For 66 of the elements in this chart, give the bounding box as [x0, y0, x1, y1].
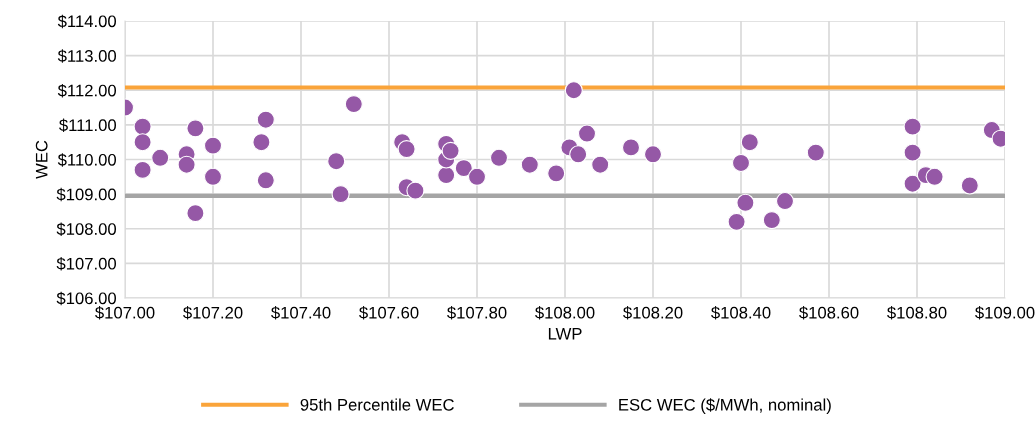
- x-tick-label: $108.40: [711, 306, 771, 320]
- point: [256, 171, 275, 190]
- point: [925, 167, 944, 186]
- point: [762, 211, 781, 230]
- point: [740, 133, 759, 152]
- point: [731, 153, 751, 173]
- x-tick-label: $108.00: [535, 306, 595, 320]
- x-tick-label: $108.80: [887, 306, 947, 320]
- x-tick-label: $107.80: [447, 306, 507, 320]
- point: [203, 136, 223, 155]
- point: [252, 133, 271, 152]
- point: [903, 117, 922, 136]
- y-tick-label: $114.00: [57, 14, 117, 29]
- point: [727, 212, 746, 231]
- x-tick-label: $107.00: [95, 306, 155, 320]
- point: [186, 204, 205, 223]
- point: [806, 143, 825, 162]
- y-tick-label: $109.00: [56, 187, 117, 202]
- point: [327, 152, 346, 171]
- point: [133, 133, 152, 152]
- point: [564, 81, 583, 100]
- point: [186, 119, 205, 138]
- point: [177, 155, 196, 174]
- point: [547, 164, 566, 183]
- x-tick-label: $108.20: [623, 306, 683, 320]
- point: [591, 155, 610, 174]
- y-tick-label: $113.00: [57, 49, 117, 63]
- x-tick-label: $107.60: [359, 306, 419, 320]
- y-tick-label: $107.00: [56, 257, 117, 271]
- x-tick-label: $108.60: [799, 306, 859, 320]
- point: [643, 145, 663, 164]
- point: [903, 143, 922, 162]
- legend-label: ESC WEC ($/MWh, nominal): [619, 398, 831, 414]
- point: [133, 117, 152, 136]
- x-tick-label: $107.40: [271, 306, 331, 320]
- y-tick-label: $112.00: [57, 83, 117, 98]
- legend-label: 95th Percentile WEC: [300, 398, 454, 411]
- point: [903, 174, 922, 193]
- y-tick-label: $110.00: [57, 153, 117, 167]
- point: [133, 160, 152, 179]
- x-axis-title: LWP: [548, 328, 582, 340]
- point: [437, 166, 456, 185]
- y-tick-label: $111.00: [59, 118, 117, 133]
- point: [736, 193, 755, 212]
- point: [397, 140, 416, 159]
- point: [256, 110, 275, 129]
- y-axis-title: WEC: [35, 140, 48, 179]
- point: [467, 167, 487, 186]
- y-tick-label: $108.00: [56, 222, 117, 236]
- x-tick-label: $109.00: [975, 306, 1035, 320]
- point: [621, 138, 641, 157]
- point: [441, 141, 460, 160]
- point: [577, 124, 597, 143]
- point: [960, 176, 979, 195]
- point: [454, 159, 473, 178]
- point: [151, 148, 170, 167]
- point: [520, 155, 539, 174]
- point: [406, 181, 425, 200]
- point: [203, 167, 223, 186]
- x-tick-label: $107.20: [183, 306, 243, 320]
- point: [331, 185, 350, 204]
- point: [569, 145, 588, 164]
- point: [775, 191, 795, 211]
- point: [489, 148, 509, 167]
- y-tick-label: $106.00: [56, 291, 117, 306]
- point: [344, 95, 363, 114]
